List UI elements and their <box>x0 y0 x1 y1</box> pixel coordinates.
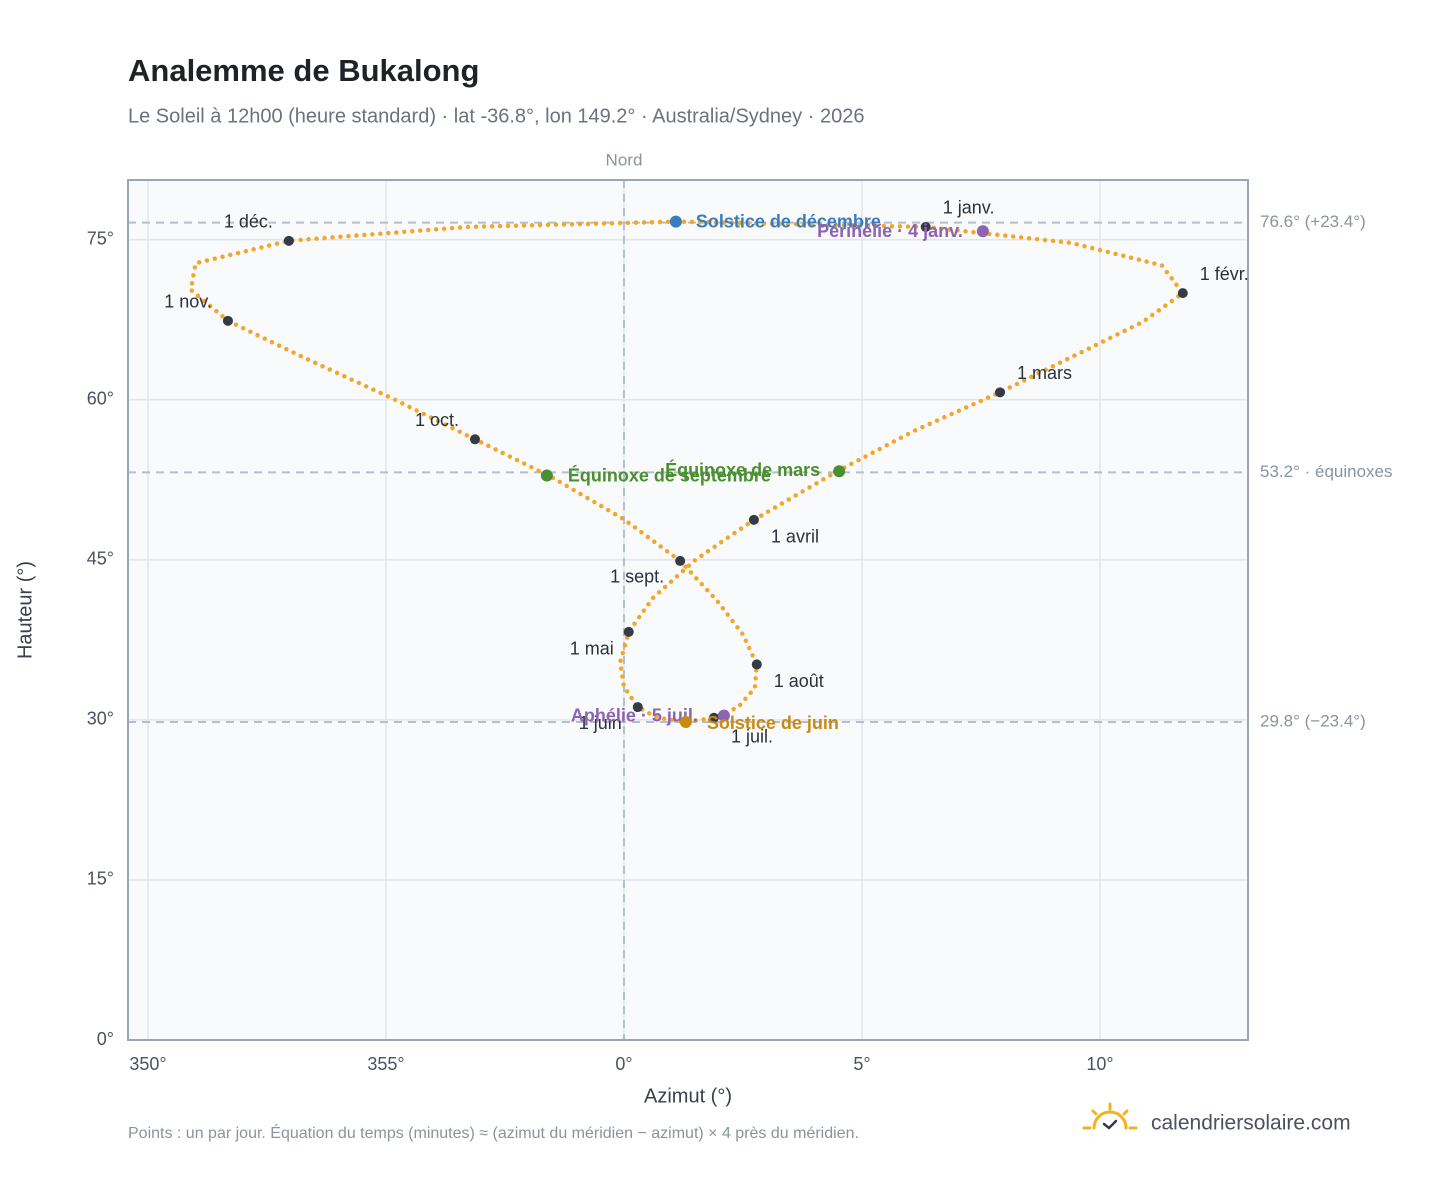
y-tick-label: 60° <box>87 389 114 409</box>
x-tick-label: 10° <box>1086 1054 1113 1074</box>
event-marker <box>669 215 682 228</box>
month-marker <box>222 315 233 326</box>
event-marker <box>679 716 692 729</box>
month-marker <box>632 702 643 713</box>
month-label: 1 juin <box>579 713 622 733</box>
event-marker <box>833 465 846 478</box>
brand-name[interactable]: calendriersolaire.com <box>1151 1112 1351 1135</box>
month-marker <box>469 434 480 445</box>
y-axis-label: Hauteur (°) <box>14 561 36 659</box>
event-label: Équinoxe de septembre <box>568 464 771 485</box>
month-label: 1 mai <box>570 639 614 659</box>
month-label: 1 mars <box>1017 363 1072 383</box>
month-marker <box>995 387 1006 398</box>
x-tick-label: 355° <box>367 1054 404 1074</box>
y-tick-label: 30° <box>87 709 114 729</box>
event-label: Solstice de juin <box>707 713 839 733</box>
event-marker <box>976 225 989 238</box>
month-label: 1 oct. <box>415 410 459 430</box>
month-marker <box>920 221 931 232</box>
x-tick-label: 0° <box>615 1054 632 1074</box>
month-marker <box>675 555 686 566</box>
plot-area <box>128 180 1248 1040</box>
x-tick-label: 350° <box>129 1054 166 1074</box>
month-marker <box>708 712 719 723</box>
y-tick-label: 15° <box>87 869 114 889</box>
month-marker <box>623 626 634 637</box>
month-label: 1 sept. <box>610 567 664 587</box>
event-label: Aphélie · 5 juil. <box>571 705 698 725</box>
plot-frame <box>127 179 1249 1041</box>
event-label: Équinoxe de mars <box>665 459 820 480</box>
month-marker <box>283 235 294 246</box>
month-label: 1 juil. <box>731 727 773 747</box>
month-marker <box>751 659 762 670</box>
reference-label: 29.8° (−23.4°) <box>1260 712 1366 731</box>
chart-title: Analemme de Bukalong <box>128 53 479 88</box>
y-tick-label: 0° <box>97 1029 114 1049</box>
brand-logo <box>1082 1102 1138 1130</box>
event-marker <box>540 469 553 482</box>
y-tick-label: 45° <box>87 549 114 569</box>
footnote: Points : un par jour. Équation du temps … <box>128 1123 859 1142</box>
x-axis-label: Azimut (°) <box>644 1085 732 1107</box>
y-tick-label: 75° <box>87 229 114 249</box>
event-label: Solstice de décembre <box>696 211 881 231</box>
month-marker <box>748 514 759 525</box>
event-marker <box>717 709 730 722</box>
event-label: Périhélie · 4 janv. <box>817 221 963 241</box>
month-label: 1 févr. <box>1200 264 1249 284</box>
month-marker <box>1177 288 1188 299</box>
chart-subtitle: Le Soleil à 12h00 (heure standard) · lat… <box>128 105 864 127</box>
month-label: 1 août <box>774 671 824 691</box>
month-label: 1 janv. <box>943 198 995 218</box>
month-label: 1 déc. <box>224 212 273 232</box>
reference-label: 76.6° (+23.4°) <box>1260 212 1366 231</box>
x-tick-label: 5° <box>853 1054 870 1074</box>
month-label: 1 nov. <box>164 292 212 312</box>
month-label: 1 avril <box>771 527 819 547</box>
reference-label: 53.2° · équinoxes <box>1260 462 1393 481</box>
meridian-label: Nord <box>606 150 643 169</box>
